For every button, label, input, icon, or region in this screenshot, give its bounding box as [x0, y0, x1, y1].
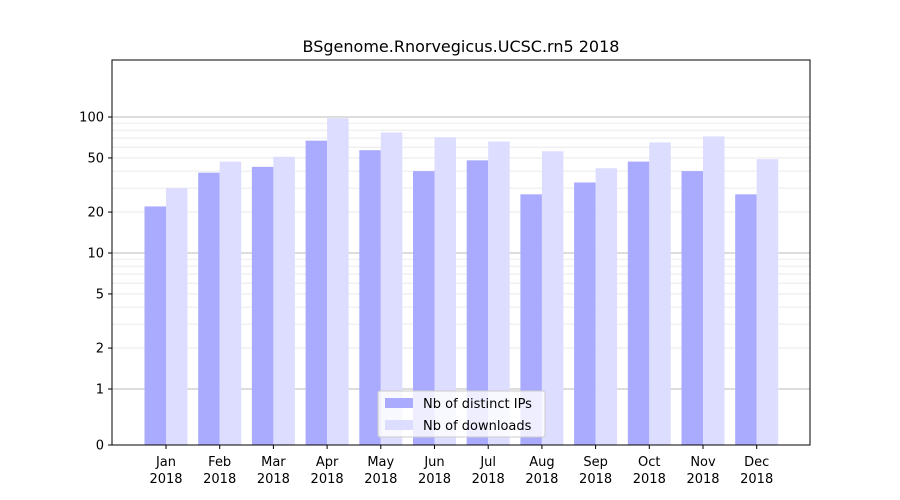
bar-ips-jun [413, 171, 435, 445]
bar-downloads-aug [541, 151, 564, 445]
x-tick-label-year: 2018 [579, 472, 612, 487]
x-tick-label-year: 2018 [203, 472, 236, 487]
legend-swatch-ips [385, 398, 413, 408]
x-tick-label-month: Aug [529, 455, 554, 470]
x-tick-label-month: Jul [479, 455, 496, 470]
x-tick-label-year: 2018 [740, 472, 773, 487]
legend-label-ips: Nb of distinct IPs [423, 397, 532, 412]
bar-ips-feb [198, 172, 220, 445]
axes: 0 1 2 5 10 20 50 100 Jan 2018 Feb 2018 Mar 2018 Apr 201… [79, 59, 811, 487]
bar-ips-oct [627, 161, 650, 445]
bar-downloads-may [380, 132, 403, 445]
legend-swatch-downloads [385, 420, 413, 430]
bar-downloads-nov [703, 136, 725, 446]
bars [144, 118, 779, 446]
x-tick-label-month: Jun [423, 455, 444, 470]
x-tick-label-month: Dec [744, 455, 769, 470]
y-tick-label: 1 [96, 383, 104, 398]
x-tick-label-year: 2018 [525, 472, 558, 487]
x-tick-label-month: Nov [690, 455, 716, 470]
legend: Nb of distinct IPs Nb of downloads [377, 390, 546, 438]
x-tick-label-month: Mar [261, 455, 286, 470]
y-tick-label: 2 [96, 342, 104, 357]
legend-label-downloads: Nb of downloads [423, 419, 532, 434]
y-tick-label: 0 [96, 439, 104, 454]
x-tick-label-year: 2018 [311, 472, 344, 487]
x-tick-label-month: Feb [208, 455, 231, 470]
bar-downloads-dec [756, 159, 779, 445]
bar-ips-dec [735, 194, 757, 445]
bar-ips-apr [305, 140, 328, 446]
chart-title: BSgenome.Rnorvegicus.UCSC.rn5 2018 [303, 37, 620, 56]
bar-ips-jan [144, 206, 166, 445]
x-tick-label-month: Apr [316, 455, 339, 470]
bar-ips-mar [251, 166, 274, 445]
x-tick-label-year: 2018 [149, 472, 182, 487]
x-tick-label-month: Sep [583, 455, 608, 470]
y-tick-label: 5 [96, 287, 104, 302]
x-tick-label-month: May [367, 455, 394, 470]
bar-ips-may [359, 150, 381, 445]
bar-ips-sep [574, 182, 596, 445]
bar-downloads-sep [595, 168, 618, 445]
x-tick-label-month: Jan [155, 455, 176, 470]
x-tick-label-year: 2018 [686, 472, 719, 487]
bar-downloads-jan [166, 188, 188, 445]
bar-ips-nov [681, 171, 703, 445]
y-tick-label: 20 [87, 206, 104, 221]
bar-ips-jul [466, 160, 489, 445]
bar-downloads-oct [649, 142, 671, 445]
x-tick-label-year: 2018 [633, 472, 666, 487]
x-tick-label-year: 2018 [472, 472, 505, 487]
bar-ips-aug [520, 194, 542, 445]
x-tick-label-month: Oct [638, 455, 660, 470]
x-tick-label-year: 2018 [364, 472, 397, 487]
x-tick-label-year: 2018 [418, 472, 451, 487]
y-tick-label: 50 [87, 151, 104, 166]
x-tick-label-year: 2018 [257, 472, 290, 487]
bar-downloads-apr [327, 118, 349, 446]
bar-downloads-jun [434, 137, 456, 445]
bar-downloads-feb [219, 161, 242, 445]
y-tick-label: 100 [79, 111, 104, 126]
bar-downloads-jul [488, 141, 510, 445]
bar-downloads-mar [273, 156, 295, 446]
legend-frame [377, 390, 546, 438]
y-tick-label: 10 [87, 247, 104, 262]
